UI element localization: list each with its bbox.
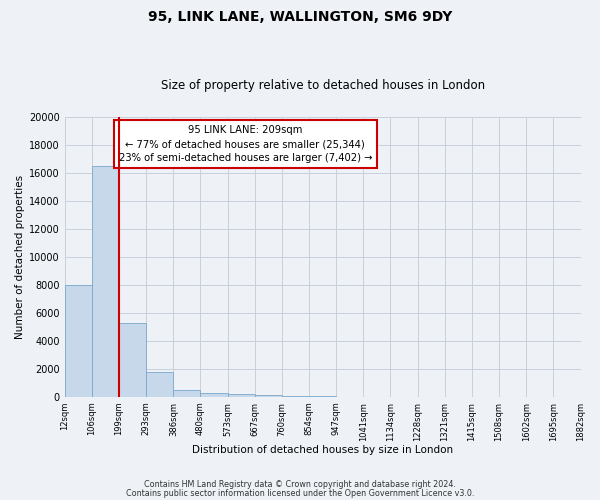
Bar bbox=[227, 394, 255, 397]
Bar bbox=[119, 322, 146, 397]
Bar bbox=[255, 396, 282, 397]
Bar bbox=[282, 396, 309, 397]
Text: 95 LINK LANE: 209sqm
← 77% of detached houses are smaller (25,344)
23% of semi-d: 95 LINK LANE: 209sqm ← 77% of detached h… bbox=[119, 125, 372, 163]
Text: Contains HM Land Registry data © Crown copyright and database right 2024.: Contains HM Land Registry data © Crown c… bbox=[144, 480, 456, 489]
Bar bbox=[200, 392, 227, 397]
Bar bbox=[173, 390, 200, 397]
Bar bbox=[309, 396, 336, 397]
Text: 95, LINK LANE, WALLINGTON, SM6 9DY: 95, LINK LANE, WALLINGTON, SM6 9DY bbox=[148, 10, 452, 24]
Text: Contains public sector information licensed under the Open Government Licence v3: Contains public sector information licen… bbox=[126, 489, 474, 498]
Bar bbox=[92, 166, 119, 397]
Bar bbox=[146, 372, 173, 397]
Y-axis label: Number of detached properties: Number of detached properties bbox=[15, 174, 25, 339]
Title: Size of property relative to detached houses in London: Size of property relative to detached ho… bbox=[161, 79, 485, 92]
X-axis label: Distribution of detached houses by size in London: Distribution of detached houses by size … bbox=[192, 445, 453, 455]
Bar bbox=[65, 285, 92, 397]
